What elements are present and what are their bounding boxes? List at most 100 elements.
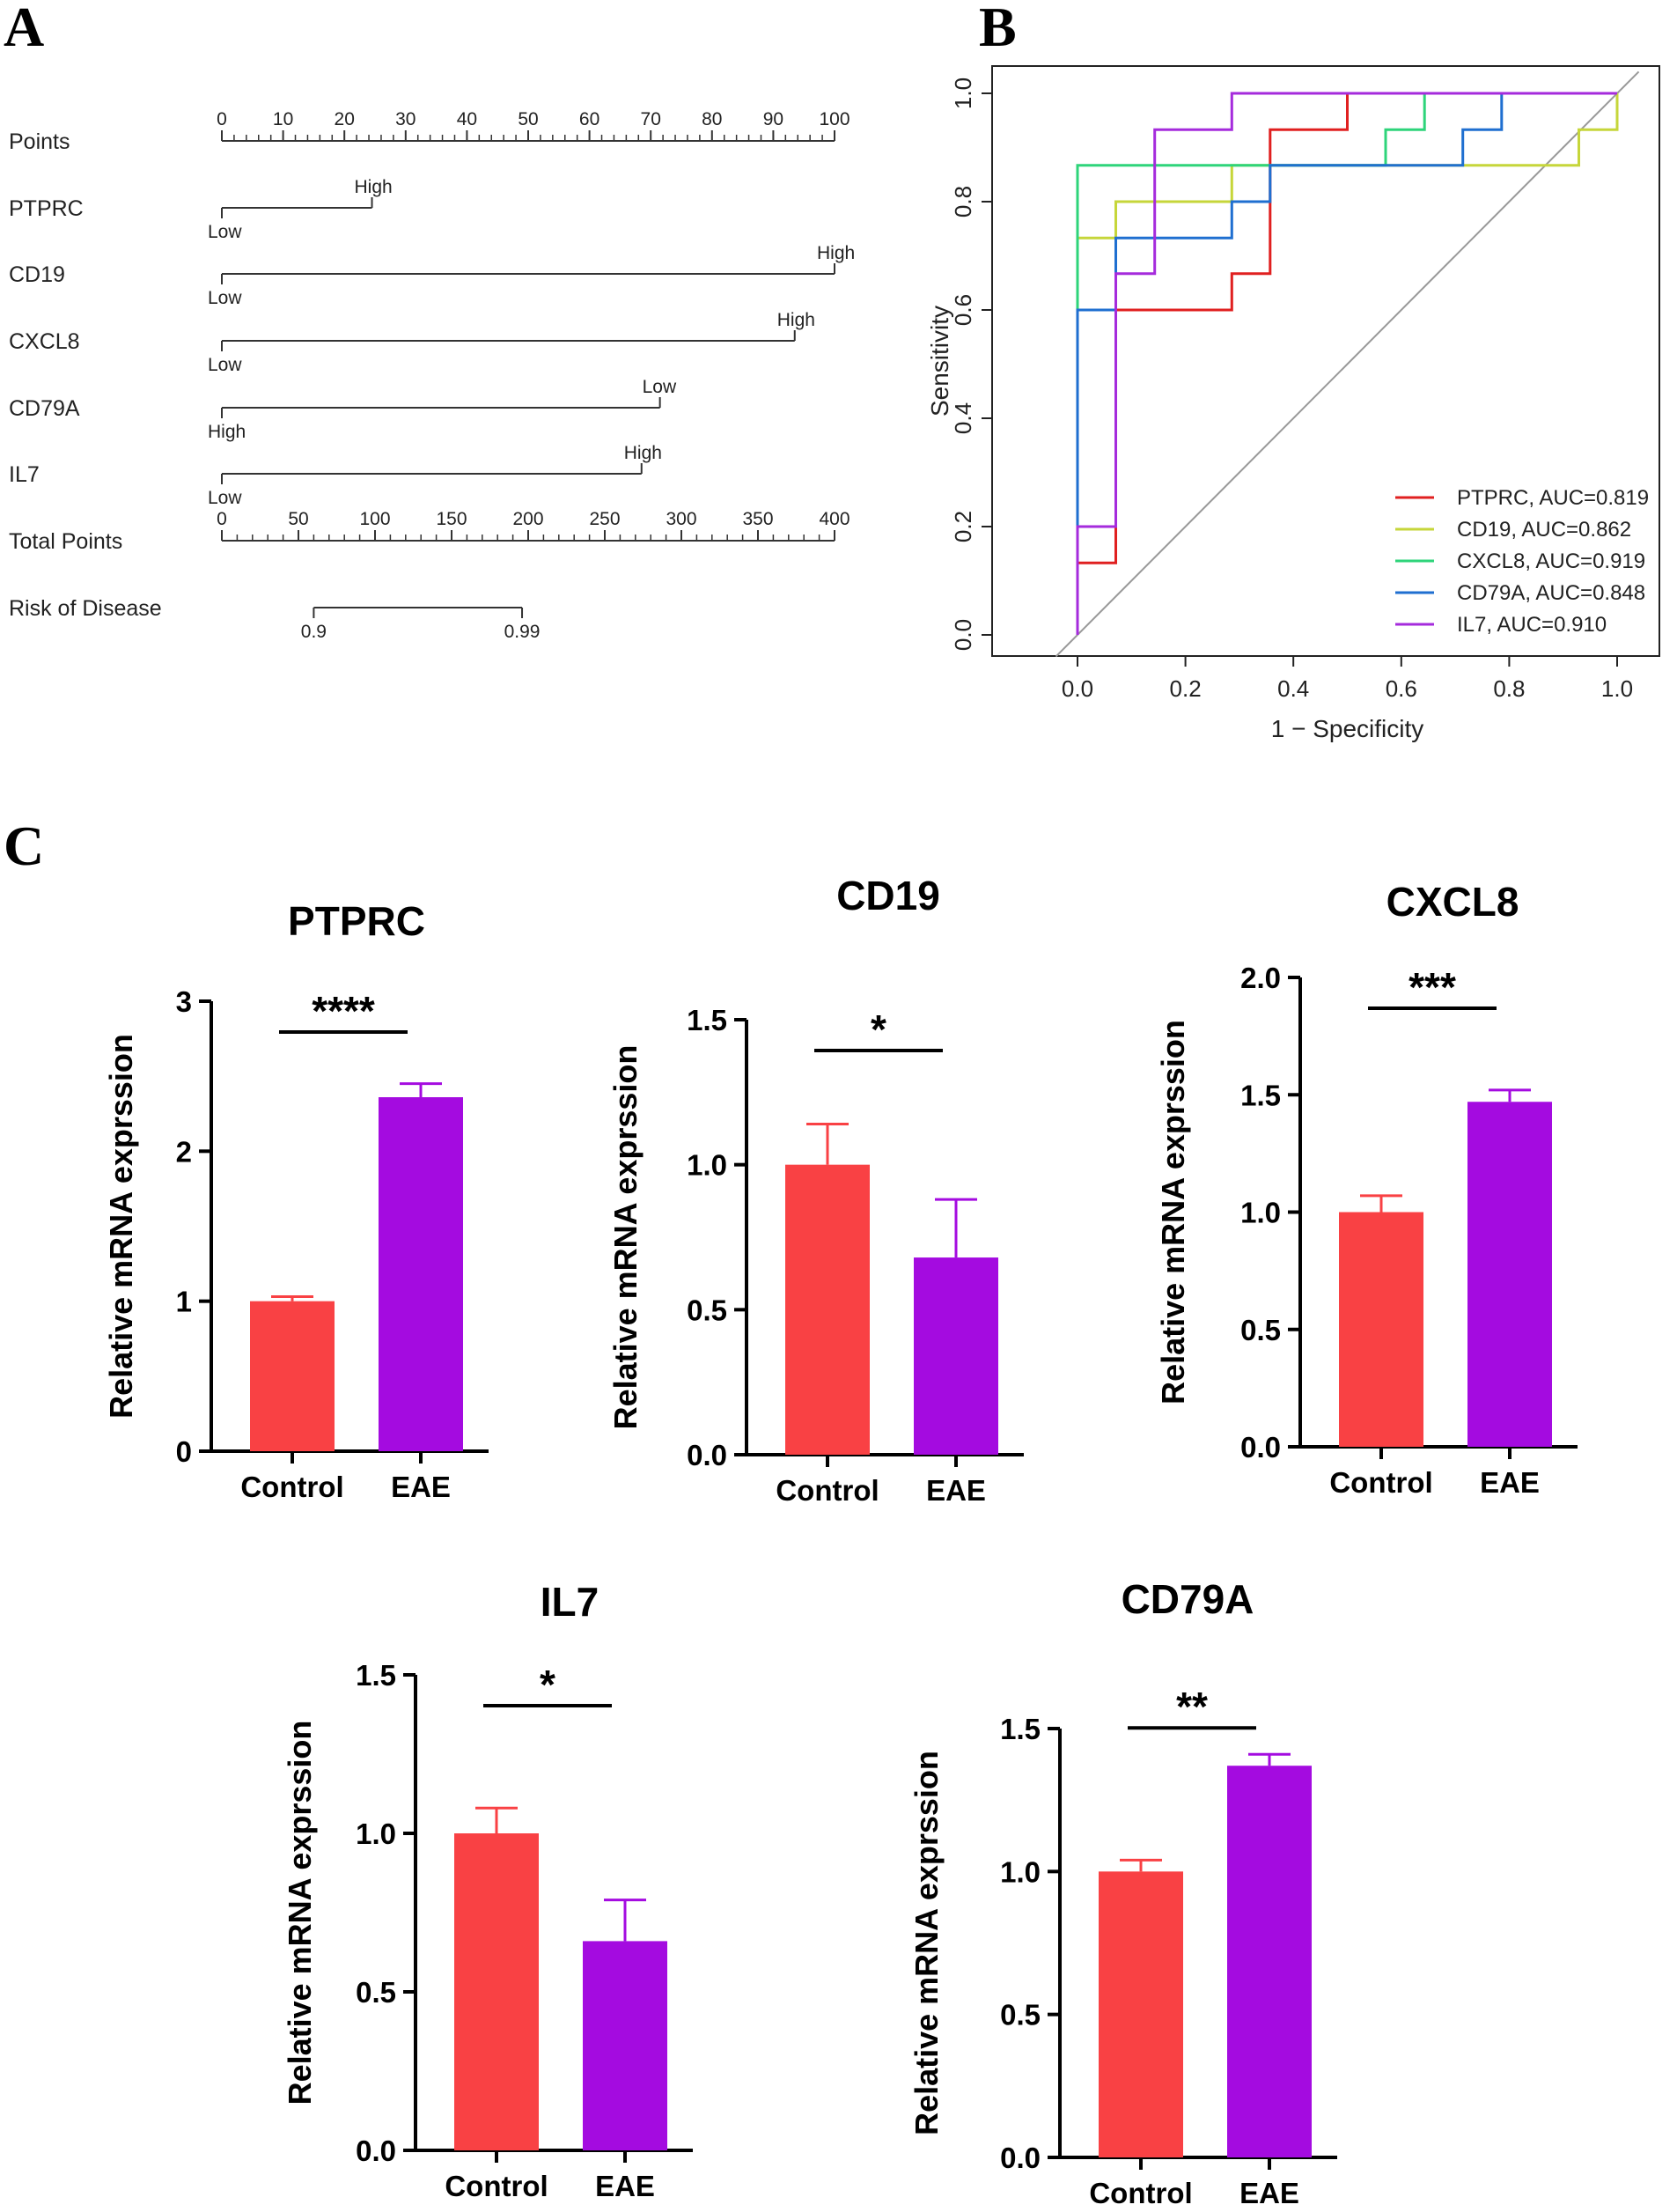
significance-marker: *** (1409, 964, 1456, 1010)
bar-control (454, 1833, 539, 2150)
nomogram-row-label: PTPRC (9, 196, 84, 221)
bar-chart-cxcl8: CXCL8 Relative mRNA exprssion 0.0 0.5 1.0 1.5… (1155, 879, 1578, 1499)
nomogram-row-label: IL7 (9, 462, 40, 487)
bar-eae (1227, 1766, 1312, 2157)
nomogram-end-label: High (777, 310, 815, 330)
nomogram-tick-label: 350 (742, 509, 773, 529)
roc-y-tick-label: 0.0 (950, 619, 976, 651)
y-axis-label: Relative mRNA exprssion (282, 1721, 318, 2105)
roc-x-tick-label: 0.2 (1170, 675, 1202, 702)
chart-title: CXCL8 (1386, 879, 1519, 925)
roc-y-axis-label: Sensitivity (926, 306, 953, 417)
y-tick-label: 2.0 (1240, 962, 1281, 994)
nomogram-row-label: Points (9, 129, 70, 154)
chart-title: IL7 (541, 1579, 599, 1625)
nomogram-risk-tick-label: 0.9 (301, 622, 327, 642)
chart-title: CD79A (1122, 1576, 1254, 1622)
nomogram-end-label: High (624, 443, 662, 463)
legend-entry-cd79a: CD79A, AUC=0.848 (1457, 581, 1645, 605)
y-tick-label: 1.5 (1000, 1713, 1041, 1745)
y-tick-label: 1.5 (687, 1004, 727, 1036)
nomogram-start-label: Low (208, 222, 242, 242)
significance-marker: **** (312, 988, 375, 1034)
roc-x-tick-label: 0.6 (1386, 675, 1417, 702)
y-tick-label: 3 (176, 985, 192, 1018)
nomogram-tick-label: 250 (589, 509, 620, 529)
nomogram-row-label: Risk of Disease (9, 596, 162, 621)
y-axis-label: Relative mRNA exprssion (908, 1751, 945, 2135)
roc-panel: 0.0 0.2 0.4 0.6 0.8 1.0 0.0 0.2 0.4 0.6 0.8 1.0 1 − … (926, 65, 1660, 742)
y-axis-label: Relative mRNA exprssion (607, 1045, 644, 1430)
bar-eae (379, 1097, 463, 1451)
bar-chart-il7: IL7 Relative mRNA exprssion 0.0 0.5 1.0 1.5 Co… (282, 1579, 693, 2202)
nomogram-panel: Points 0 10 20 30 40 50 60 70 80 90 100 PTPRC Low High… (9, 109, 855, 642)
significance-marker: ** (1176, 1684, 1208, 1729)
roc-x-tick-label: 0.8 (1493, 675, 1525, 702)
legend-entry-ptprc: PTPRC, AUC=0.819 (1457, 486, 1649, 510)
y-axis-label: Relative mRNA exprssion (103, 1034, 139, 1419)
legend-entry-cxcl8: CXCL8, AUC=0.919 (1457, 549, 1645, 573)
x-tick-label: EAE (1239, 2177, 1299, 2209)
nomogram-risk-tick-label: 0.99 (504, 622, 541, 642)
x-tick-label: EAE (926, 1474, 986, 1507)
chart-title: CD19 (836, 873, 940, 918)
bar-chart-cd19: CD19 Relative mRNA exprssion 0.0 0.5 1.0 1.5 C… (607, 873, 1024, 1507)
bar-control (785, 1164, 870, 1455)
nomogram-tick-label: 80 (702, 109, 722, 129)
y-tick-label: 0.0 (1240, 1431, 1281, 1464)
bar-eae (1467, 1102, 1552, 1447)
x-tick-label: EAE (391, 1471, 451, 1503)
nomogram-tick-label: 70 (641, 109, 661, 129)
roc-curve-ptprc (1076, 92, 1617, 635)
y-tick-label: 1.0 (687, 1149, 727, 1182)
roc-x-tick-label: 1.0 (1601, 675, 1633, 702)
y-tick-label: 1.5 (356, 1659, 396, 1692)
nomogram-tick-label: 90 (763, 109, 783, 129)
bar-charts-panel: PTPRC Relative mRNA exprssion 0 1 2 3 Control E… (103, 873, 1578, 2209)
nomogram-row-label: Total Points (9, 529, 122, 554)
bar-eae (914, 1257, 998, 1455)
nomogram-end-label: High (817, 243, 855, 263)
nomogram-tick-label: 30 (395, 109, 416, 129)
nomogram-start-label: Low (208, 355, 242, 375)
bar-control (250, 1301, 335, 1451)
significance-marker: * (540, 1662, 555, 1707)
nomogram-tick-label: 0 (217, 509, 227, 529)
nomogram-tick-label: 100 (359, 509, 390, 529)
y-tick-label: 0.5 (356, 1976, 396, 2009)
x-tick-label: Control (1329, 1466, 1432, 1499)
nomogram-tick-label: 40 (457, 109, 477, 129)
nomogram-tick-label: 400 (819, 509, 850, 529)
y-tick-label: 1.0 (1000, 1855, 1041, 1888)
x-tick-label: Control (240, 1471, 343, 1503)
nomogram-tick-label: 60 (579, 109, 599, 129)
y-tick-label: 1.0 (356, 1818, 396, 1850)
nomogram-row-label: CXCL8 (9, 329, 80, 354)
bar-control (1339, 1212, 1423, 1447)
y-tick-label: 0.0 (687, 1439, 727, 1471)
chart-title: PTPRC (288, 898, 425, 944)
nomogram-tick-label: 50 (288, 509, 308, 529)
roc-diagonal-line (1055, 70, 1640, 658)
x-tick-label: EAE (1480, 1466, 1540, 1499)
nomogram-start-label: Low (208, 488, 242, 508)
y-tick-label: 1 (176, 1286, 192, 1318)
roc-y-tick-label: 0.8 (950, 186, 976, 218)
bar-control (1099, 1871, 1183, 2157)
legend-entry-cd19: CD19, AUC=0.862 (1457, 518, 1631, 542)
x-tick-label: Control (445, 2170, 548, 2202)
nomogram-tick-label: 100 (819, 109, 850, 129)
nomogram-row-label: CD19 (9, 262, 65, 287)
y-tick-label: 0.0 (1000, 2142, 1041, 2174)
nomogram-start-label: High (208, 422, 246, 442)
nomogram-tick-label: 150 (436, 509, 467, 529)
y-tick-label: 1.5 (1240, 1079, 1281, 1111)
x-tick-label: EAE (595, 2170, 655, 2202)
y-tick-label: 0.5 (1240, 1314, 1281, 1346)
nomogram-tick-label: 20 (335, 109, 355, 129)
y-tick-label: 0.0 (356, 2135, 396, 2167)
bar-chart-cd79a: CD79A Relative mRNA exprssion 0.0 0.5 1.0 1.5… (908, 1576, 1337, 2209)
roc-curve-cd19 (1076, 93, 1619, 635)
y-axis-label: Relative mRNA exprssion (1155, 1020, 1191, 1405)
